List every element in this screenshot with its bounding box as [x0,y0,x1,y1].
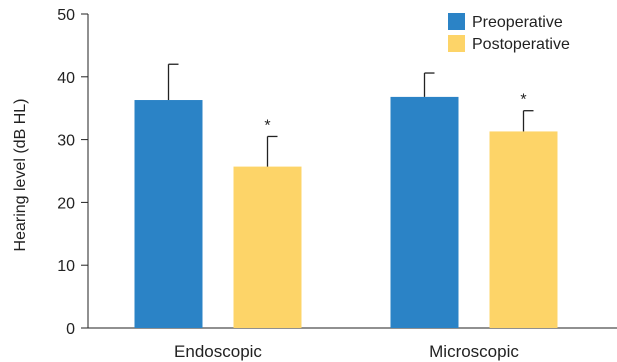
y-tick-label: 10 [57,258,75,275]
legend-label: Preoperative [472,14,563,31]
legend-label: Postoperative [472,36,570,53]
significance-marker: * [520,92,526,109]
y-ticks: 0 10 20 30 40 50 [57,7,88,338]
category-labels: Endoscopic Microscopic [174,342,519,361]
y-tick-label: 40 [57,70,75,87]
y-tick-label: 30 [57,133,75,150]
bar-postoperative-microscopic [489,131,558,328]
significance-marker: * [264,117,270,134]
y-axis-title: Hearing level (dB HL) [12,99,29,252]
y-tick-label: 0 [66,321,75,338]
bar-postoperative-endoscopic [233,166,302,328]
y-tick-label: 20 [57,195,75,212]
y-tick-label: 50 [57,7,75,24]
legend-swatch [448,13,465,30]
bars: ** [134,63,558,329]
bar-preoperative-microscopic [390,96,459,329]
legend-swatch [448,35,465,52]
bar-preoperative-endoscopic [134,100,203,328]
category-label: Endoscopic [174,342,262,361]
category-label: Microscopic [429,342,519,361]
legend: Preoperative Postoperative [448,13,570,53]
y-axis: 0 10 20 30 40 50 [57,7,89,338]
